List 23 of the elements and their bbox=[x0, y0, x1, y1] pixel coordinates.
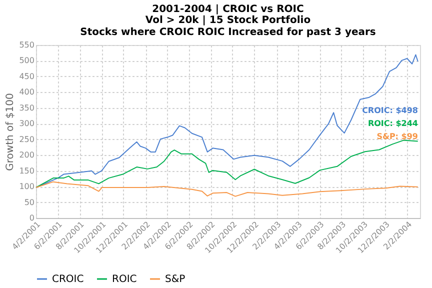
y-tick-label: 50 bbox=[24, 198, 34, 207]
legend-label: ROIC bbox=[112, 274, 137, 285]
y-tick-label: 100 bbox=[19, 182, 34, 192]
legend-label: CROIC bbox=[52, 274, 84, 285]
line-series bbox=[36, 140, 418, 188]
annotation: ROIC: $244 bbox=[368, 119, 418, 128]
y-tick-label: 500 bbox=[19, 56, 34, 66]
line-series bbox=[36, 181, 418, 197]
y-tick-label: 450 bbox=[19, 72, 34, 81]
y-tick-label: 350 bbox=[19, 103, 34, 112]
y-tick-label: 150 bbox=[19, 166, 34, 176]
y-tick-label: 400 bbox=[19, 88, 34, 97]
chart-title: 2001-2004 | CROIC vs ROIC bbox=[152, 4, 304, 15]
chart-subtitle: Vol > 20k | 15 Stock Portfolio Stocks where CROIC ROIC Increased for past 3 years bbox=[80, 15, 376, 38]
y-tick-label: 250 bbox=[19, 134, 34, 144]
y-tick-label: 200 bbox=[19, 150, 34, 160]
legend-label: S&P bbox=[165, 274, 186, 285]
y-axis-title: Growth of $100 bbox=[5, 93, 16, 171]
annotation: CROIC: $498 bbox=[362, 106, 418, 115]
y-tick-label: 0 bbox=[29, 214, 34, 222]
y-tick-label: 300 bbox=[19, 119, 34, 128]
y-tick-label: 550 bbox=[19, 40, 34, 50]
annotation: S&P: $99 bbox=[376, 132, 418, 141]
